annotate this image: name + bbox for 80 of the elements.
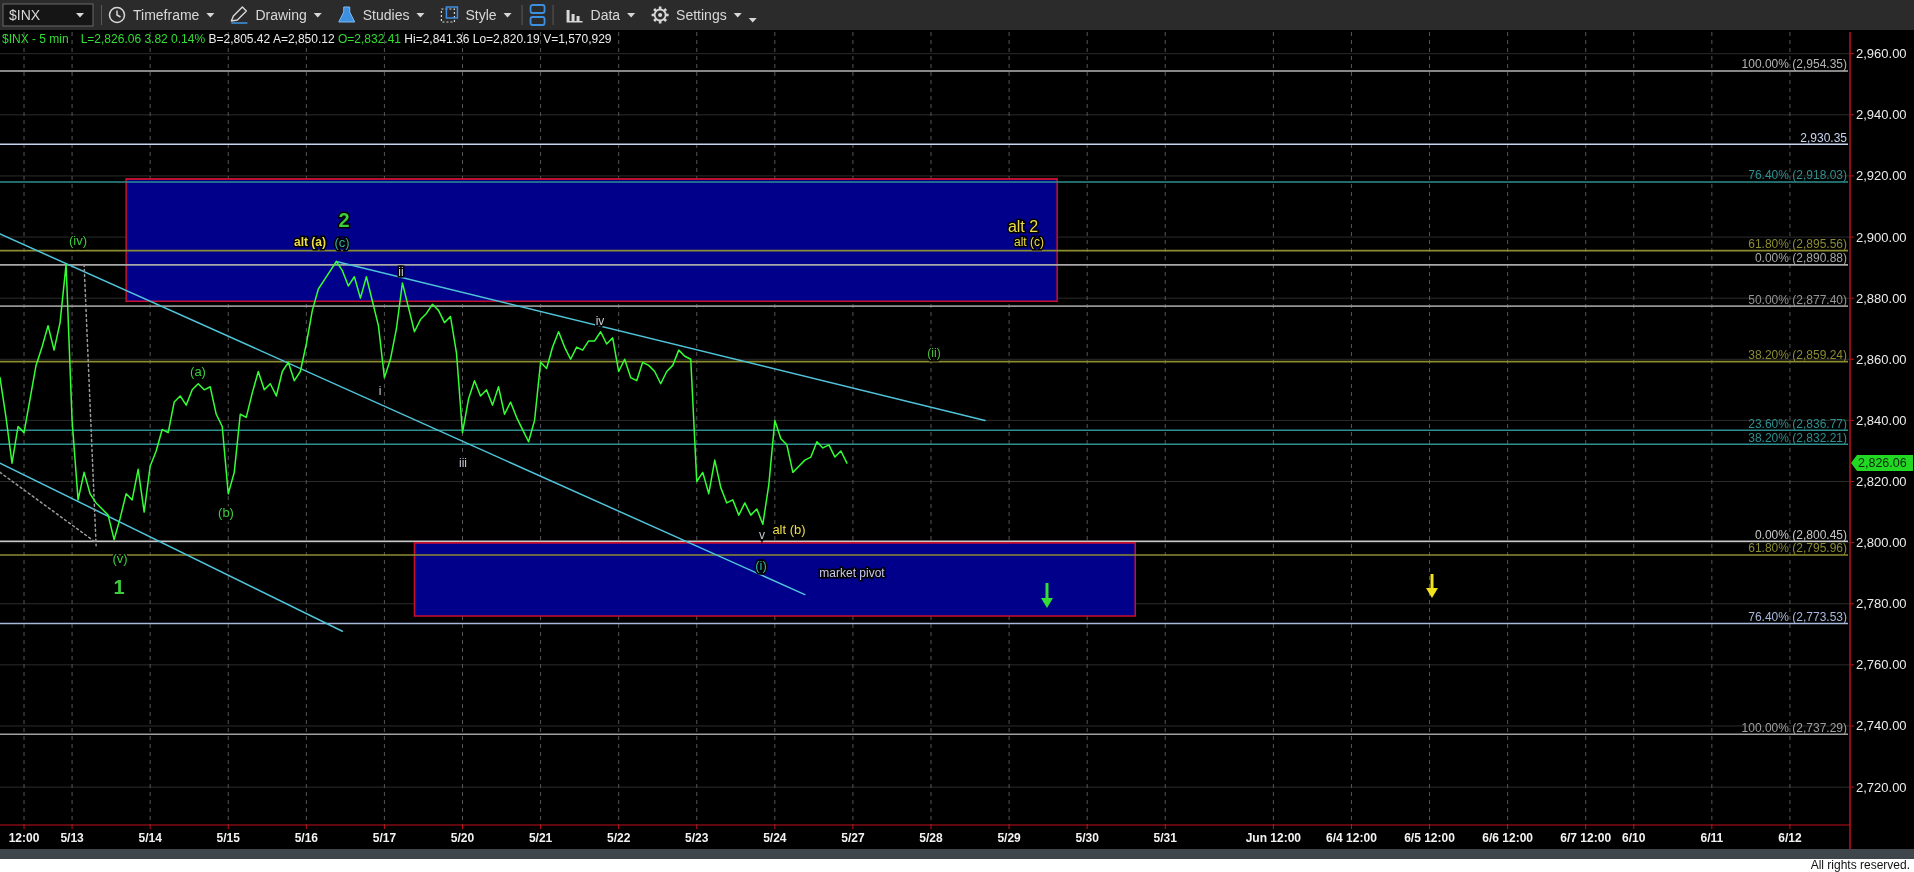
- x-tick-label: 6/5 12:00: [1404, 831, 1456, 845]
- y-tick-label: 2,880.00: [1856, 290, 1907, 306]
- annotation: (a): [190, 363, 206, 379]
- annotation: (v): [112, 550, 128, 566]
- annotation: (c): [334, 234, 350, 250]
- x-tick-label: 6/6 12:00: [1482, 831, 1534, 845]
- chart-title: $INX - 5 min: [2, 32, 69, 46]
- y-tick-label: 2,760.00: [1856, 657, 1907, 673]
- text: Data: [590, 7, 621, 23]
- text: L=2,826.06 3.82 0.14% B=2,805.42 A=2,850.12 O=2,832.41 Hi=2,841.36 Lo=2,820.19 V=1,570,929: [80, 32, 612, 46]
- text: Drawing: [255, 7, 307, 23]
- text: Style: [465, 7, 497, 23]
- y-tick-label: 2,920.00: [1856, 168, 1907, 184]
- y-tick-label: 2,720.00: [1856, 779, 1907, 795]
- x-tick-label: 12:00: [8, 831, 40, 845]
- annotation: (b): [218, 504, 234, 520]
- text: Timeframe: [133, 7, 200, 23]
- x-tick-label: 6/7 12:00: [1560, 831, 1612, 845]
- annotation: iii: [459, 456, 467, 470]
- annotation: i: [378, 384, 382, 398]
- y-tick-label: 2,740.00: [1856, 718, 1907, 734]
- x-tick-label: 5/21: [528, 831, 553, 845]
- y-tick-label: 2,780.00: [1856, 596, 1907, 612]
- x-tick-label: 5/24: [763, 831, 787, 845]
- x-tick-label: 5/17: [372, 831, 397, 845]
- x-tick-label: 5/30: [1075, 831, 1100, 845]
- ref-line-label: 23.60% (2,836.77): [1748, 416, 1847, 431]
- x-tick-label: 5/20: [450, 831, 475, 845]
- y-tick-label: 2,960.00: [1856, 46, 1907, 62]
- ref-line-label: 76.40% (2,773.53): [1748, 610, 1847, 625]
- annotation: ii: [398, 265, 404, 279]
- annotation: alt (b): [772, 521, 806, 537]
- annotation: (ii): [927, 346, 941, 360]
- x-tick-label: 5/29: [997, 831, 1022, 845]
- annotation: market pivot: [819, 566, 886, 580]
- annotation: alt (c): [1014, 235, 1044, 249]
- x-tick-label: 6/10: [1622, 831, 1646, 845]
- ref-line-label: 38.20% (2,859.24): [1748, 348, 1847, 363]
- annotation: alt (a): [293, 235, 327, 249]
- x-tick-label: 5/23: [685, 831, 709, 845]
- ref-line-label: 2,930.35: [1800, 130, 1848, 145]
- text: All rights reserved.: [1810, 858, 1910, 872]
- ref-line-label: 38.20% (2,832.21): [1748, 430, 1847, 445]
- x-tick-label: 6/4 12:00: [1326, 831, 1378, 845]
- ref-line-label: 61.80% (2,795.96): [1748, 541, 1847, 556]
- x-tick-label: 5/16: [294, 831, 319, 845]
- y-tick-label: 2,900.00: [1856, 229, 1907, 245]
- x-tick-label: 5/31: [1153, 831, 1178, 845]
- ref-line-label: 0.00% (2,890.88): [1754, 251, 1847, 266]
- ref-line-label: 50.00% (2,877.40): [1748, 292, 1847, 307]
- x-tick-label: 5/15: [216, 831, 241, 845]
- x-tick-label: 5/27: [841, 831, 865, 845]
- y-tick-label: 2,860.00: [1856, 351, 1907, 367]
- annotation: iv: [595, 314, 605, 328]
- annotation: v: [759, 528, 765, 542]
- text: Studies: [362, 7, 410, 23]
- x-tick-label: 5/13: [60, 831, 85, 845]
- annotation: 1: [113, 576, 125, 598]
- y-tick-label: 2,840.00: [1856, 412, 1907, 428]
- annotation: (iv): [68, 232, 88, 248]
- ref-line-label: 0.00% (2,800.45): [1754, 527, 1847, 542]
- x-tick-label: 5/22: [606, 831, 631, 845]
- x-tick-label: 5/14: [138, 831, 163, 845]
- text: $INX: [9, 7, 41, 23]
- ref-line-label: 76.40% (2,918.03): [1748, 168, 1847, 183]
- annotation: alt 2: [1007, 217, 1039, 235]
- y-tick-label: 2,940.00: [1856, 107, 1907, 123]
- x-tick-label: 6/11: [1700, 831, 1724, 845]
- ref-line-label: 61.80% (2,895.56): [1748, 237, 1847, 252]
- text: 2,826.06: [1858, 456, 1907, 470]
- y-tick-label: 2,800.00: [1856, 535, 1907, 551]
- ref-line-label: 100.00% (2,737.29): [1741, 720, 1847, 735]
- ref-line-label: 100.00% (2,954.35): [1741, 57, 1847, 72]
- y-tick-label: 2,820.00: [1856, 474, 1907, 490]
- x-tick-label: 6/12: [1778, 831, 1802, 845]
- x-tick-label: 5/28: [919, 831, 944, 845]
- annotation: (i): [755, 557, 767, 573]
- x-tick-label: Jun 12:00: [1245, 831, 1302, 845]
- text: Settings: [676, 7, 727, 23]
- annotation: 2: [338, 209, 350, 231]
